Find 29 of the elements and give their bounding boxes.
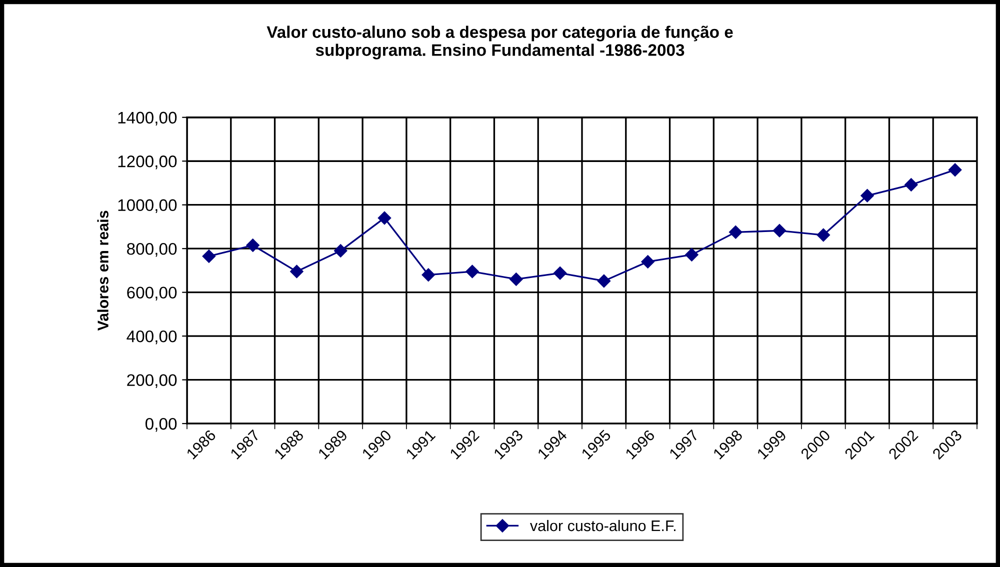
point bbox=[378, 211, 392, 225]
y-axis-title: Valores em reais bbox=[97, 210, 108, 331]
point bbox=[729, 226, 742, 239]
point bbox=[290, 264, 304, 278]
y-tick-label: 0,00 bbox=[145, 418, 177, 432]
legend-label: valor custo-aluno E.F. bbox=[530, 520, 676, 532]
point bbox=[334, 244, 348, 258]
y-tick-label: 400,00 bbox=[126, 330, 177, 344]
point bbox=[553, 266, 567, 280]
point bbox=[641, 255, 654, 268]
point bbox=[246, 238, 260, 252]
y-tick-label: 1400,00 bbox=[118, 112, 177, 126]
point bbox=[948, 163, 962, 176]
point bbox=[422, 268, 435, 282]
point bbox=[816, 228, 830, 242]
chart-title: Valor custo-aluno sob a despesa por categoria de função e subprograma. Ensino Fundamental -1986-2003 bbox=[266, 26, 733, 60]
point bbox=[510, 272, 523, 286]
point bbox=[860, 189, 874, 202]
y-tick-label: 800,00 bbox=[127, 242, 177, 257]
y-tick-label: 1000,00 bbox=[118, 199, 177, 214]
y-tick-label: 200,00 bbox=[127, 374, 177, 388]
point bbox=[772, 224, 786, 238]
point bbox=[466, 264, 479, 278]
point bbox=[597, 274, 611, 288]
y-tick-label: 600,00 bbox=[127, 286, 177, 300]
point bbox=[202, 250, 216, 263]
point bbox=[685, 248, 698, 262]
y-tick-label: 1200,00 bbox=[118, 156, 177, 170]
point bbox=[904, 178, 918, 192]
